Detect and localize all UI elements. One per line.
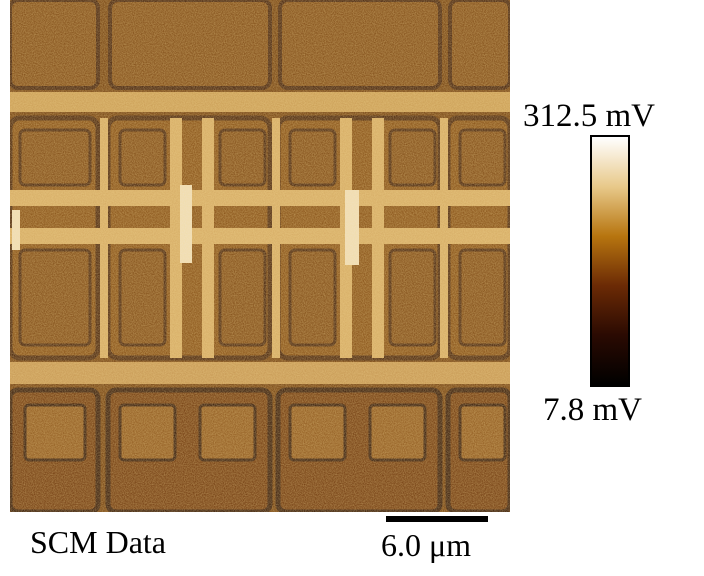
scm-image	[10, 0, 510, 512]
scale-bar	[386, 516, 488, 522]
scale-bar-label: 6.0 μm	[381, 527, 472, 563]
image-title: SCM Data	[30, 524, 166, 560]
colorbar	[590, 135, 630, 387]
colorbar-min-label: 7.8 mV	[543, 392, 642, 428]
colorbar-max-label: 312.5 mV	[523, 98, 655, 134]
